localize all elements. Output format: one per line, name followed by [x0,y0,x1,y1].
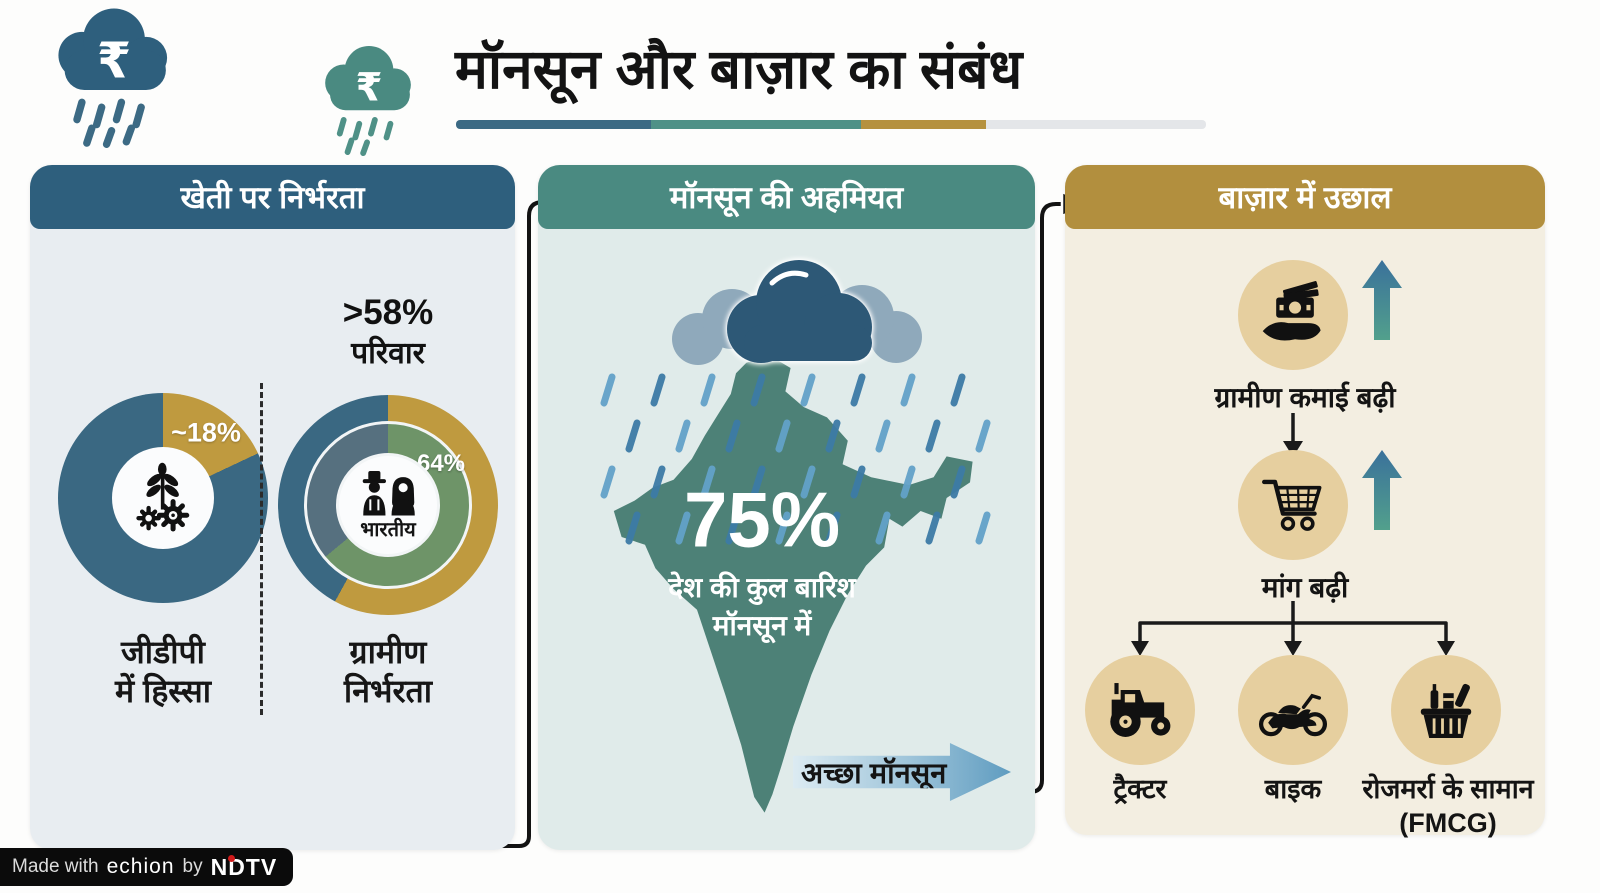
rural-income-label: ग्रामीण कमाई बढ़ी [1214,382,1396,413]
rural-caption: ग्रामीण निर्भरता [343,634,433,710]
rain-drop [725,419,741,453]
rain-drop [600,373,616,407]
storm-cloud-icon [672,260,922,365]
tractor-icon [1110,683,1171,737]
rain-drop [975,419,991,453]
farmer-couple-icon [362,470,415,515]
page-title: मॉनसून और बाज़ार का संबंध [455,38,1023,100]
rain-drop [700,373,716,407]
rain-drop [775,419,791,453]
rain-drop [750,465,766,499]
title-underline [456,120,1206,129]
rain-drop [900,373,916,407]
down-arrow-connector [1283,413,1303,457]
rural-income-node [1238,260,1348,370]
panel-market-header: बाज़ार में उछाल [1065,165,1545,229]
donut-rural-center: भारतीय [336,453,440,557]
demand-label: मांग बढ़ी [1261,572,1349,603]
tractor-node [1085,655,1195,765]
rain-drop [650,465,666,499]
panel-monsoon-importance: मॉनसून की अहमियत 75% देश की कुल बारिश मॉ… [538,165,1035,850]
india-map [613,355,973,813]
panel-farming-dependence: खेती पर निर्भरता ~18% [30,165,515,850]
rainfall-caption-2: मॉनसून में [712,610,812,641]
rain-drop [625,511,641,545]
rain-drop [950,373,966,407]
svg-text:₹: ₹ [97,34,131,89]
rain-drop [725,511,741,545]
rainfall-caption-1: देश की कुल बारिश [668,572,856,603]
panel-market-surge: बाज़ार में उछाल ग्रामीण कमाई बढ़ी मांग ब… [1065,165,1545,838]
panel-monsoon-header: मॉनसून की अहमियत [538,165,1035,229]
grocery-basket-icon [1420,683,1472,738]
rain-drop [800,465,816,499]
rural-top-value: >58% [342,293,434,332]
donut-chart-rural-dependence: >64% भारतीय [278,395,498,615]
rupee-rain-cloud-icon-small: ₹ [325,45,411,156]
rural-center-label: भारतीय [360,518,416,541]
gdp-caption: जीडीपी में हिस्सा [115,634,211,710]
money-in-hand-icon [1262,281,1321,341]
rain-drop [750,373,766,407]
made-with-text: Made with [12,856,99,877]
ndtv-logo: NDTV [210,853,278,880]
by-text: by [182,856,203,877]
donut-chart-gdp-share: ~18% [58,393,268,603]
wheat-gears-icon [136,462,190,532]
rain-drop [975,511,991,545]
rain-drop [625,419,641,453]
good-monsoon-label: अच्छा मॉनसून [801,757,947,790]
up-arrow-icon [1362,450,1402,530]
rain-drop [900,465,916,499]
gdp-share-value: ~18% [171,417,241,448]
donut-rural-inner-ring: >64% [304,421,472,589]
rain-drop [600,465,616,499]
dashed-divider [260,383,263,715]
rain-drop [650,373,666,407]
credit-badge: Made with echion by NDTV [0,848,294,886]
bike-node [1238,655,1348,765]
motorcycle-icon [1258,693,1328,737]
rural-top-note: >58% परिवार [278,293,498,372]
donut-gdp-center [112,447,214,549]
fmcg-label: रोजमर्रा के सामान (FMCG) [1362,774,1534,838]
rain-drop [700,465,716,499]
rain-drop [950,465,966,499]
rain-drop [825,419,841,453]
rainfall-drops [600,373,991,545]
rain-drop [675,511,691,545]
shopping-cart-icon [1262,479,1322,531]
svg-text:₹: ₹ [355,66,382,109]
branch-connector [1131,601,1455,656]
fmcg-node [1391,655,1501,765]
panel-farming-header: खेती पर निर्भरता [30,165,515,229]
echion-logo: echion [106,855,175,878]
rain-drop [875,419,891,453]
rainfall-stat: 75% [683,475,841,564]
up-arrow-icon [1362,260,1402,340]
rain-drop [925,511,941,545]
rain-drop [875,511,891,545]
rural-top-caption: परिवार [351,337,425,370]
rain-drop [825,511,841,545]
rain-drop [775,511,791,545]
rain-drop [850,465,866,499]
tractor-label: ट्रैक्टर [1113,774,1167,804]
bike-label: बाइक [1264,774,1322,804]
rain-drop [675,419,691,453]
demand-node [1238,450,1348,560]
rain-drop [800,373,816,407]
rain-drop [925,419,941,453]
rain-drop [850,373,866,407]
rupee-rain-cloud-icon-large: ₹ [58,8,168,148]
